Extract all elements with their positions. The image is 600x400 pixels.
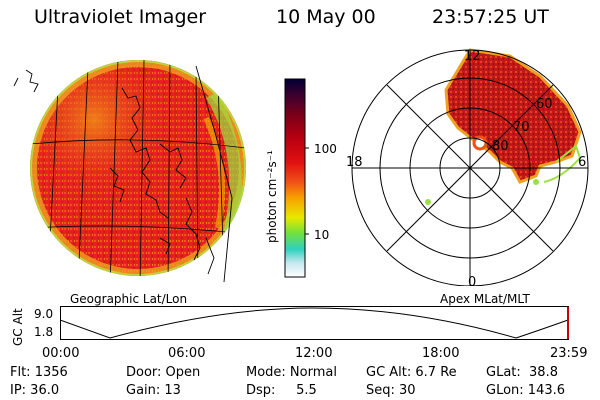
auroral-emission <box>444 48 582 184</box>
time-label: 23:57:25 UT <box>432 6 549 28</box>
colorbar-tick-100: 100 <box>314 142 337 156</box>
time-tick-0600: 06:00 <box>168 346 206 361</box>
colorbar-unit-label: photon cm⁻²s⁻¹ <box>265 150 279 243</box>
time-tick-1800: 18:00 <box>422 346 460 361</box>
time-tick-1200: 12:00 <box>295 346 333 361</box>
mlt-label-0: 0 <box>468 275 477 290</box>
mlt-label-18: 18 <box>346 155 363 170</box>
altitude-trace <box>60 307 569 339</box>
earth-image <box>13 60 246 283</box>
polar-plot <box>351 48 589 286</box>
mlt-label-6: 6 <box>578 155 587 170</box>
mlat-label-70: 70 <box>513 120 530 135</box>
instrument-title: Ultraviolet Imager <box>34 6 207 28</box>
mlat-label-60: 60 <box>536 97 553 112</box>
status-flt: Flt: 1356 <box>10 365 68 380</box>
date-label: 10 May 00 <box>276 6 376 28</box>
mlat-label-80: 80 <box>492 139 509 154</box>
colorbar-tick-10: 10 <box>314 228 330 242</box>
status-gc-alt: GC Alt: 6.7 Re <box>366 365 457 380</box>
status-glon: GLon: 143.6 <box>486 383 566 398</box>
status-seq: Seq: 30 <box>366 383 416 398</box>
altitude-tick-low: 1.8 <box>34 325 54 339</box>
mlt-label-12: 12 <box>464 49 481 64</box>
status-gain: Gain: 13 <box>126 383 181 398</box>
time-tick-2359: 23:59 <box>550 346 588 361</box>
status-door: Door: Open <box>126 365 201 380</box>
right-panel-label: Apex MLat/MLT <box>440 292 530 306</box>
status-glat: GLat: 38.8 <box>486 365 558 380</box>
altitude-tick-high: 9.0 <box>34 307 54 321</box>
left-panel-label: Geographic Lat/Lon <box>70 292 188 306</box>
status-dsp: Dsp: 5.5 <box>246 383 317 398</box>
altitude-plot <box>60 306 569 340</box>
status-mode: Mode: Normal <box>246 365 337 380</box>
time-tick-0000: 00:00 <box>42 346 80 361</box>
status-ip: IP: 36.0 <box>10 383 60 398</box>
altitude-axis-label: GC Alt <box>11 308 25 346</box>
colorbar <box>284 78 309 278</box>
